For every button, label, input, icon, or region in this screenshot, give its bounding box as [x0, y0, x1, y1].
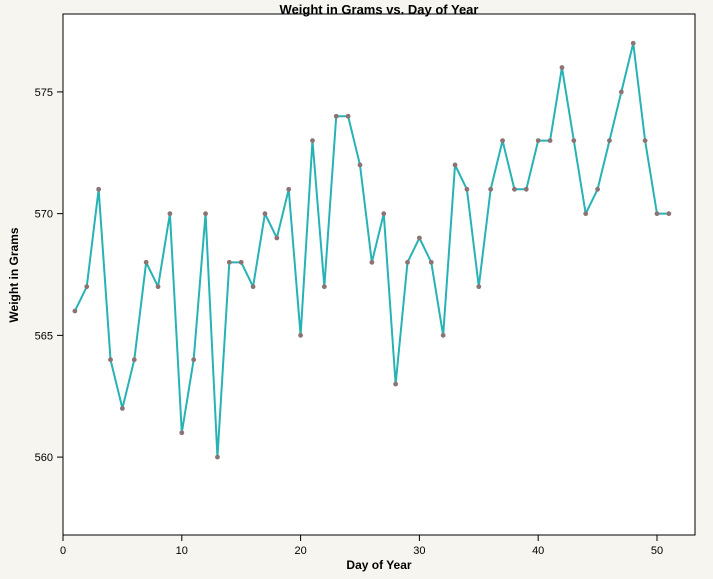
data-point — [488, 186, 494, 192]
data-point — [666, 211, 672, 217]
data-point — [535, 138, 541, 143]
data-point — [155, 284, 161, 290]
x-tick-label: 20 — [294, 545, 306, 557]
data-point — [108, 357, 113, 363]
data-point — [179, 430, 185, 436]
data-point — [416, 235, 422, 241]
data-point — [405, 259, 410, 265]
data-point — [595, 186, 600, 192]
data-point — [642, 138, 648, 143]
data-point — [191, 357, 197, 363]
data-point — [345, 113, 351, 119]
data-point — [654, 211, 660, 217]
data-point — [369, 259, 375, 265]
data-point — [131, 357, 137, 363]
data-point — [238, 259, 244, 265]
data-point — [393, 381, 399, 387]
data-point — [203, 211, 208, 217]
data-point — [226, 259, 232, 265]
data-point — [333, 113, 339, 119]
y-tick-label: 565 — [35, 330, 53, 342]
data-point — [167, 211, 173, 217]
plot-frame — [62, 13, 696, 536]
data-point — [310, 138, 315, 143]
data-point — [547, 138, 553, 143]
data-point — [559, 65, 565, 70]
data-point — [618, 89, 624, 95]
data-point — [523, 186, 529, 192]
x-tick-label: 40 — [532, 545, 544, 557]
y-tick-label: 570 — [35, 209, 53, 221]
data-point — [571, 138, 577, 143]
data-point — [215, 454, 220, 460]
data-point — [428, 259, 434, 265]
data-point — [476, 284, 482, 290]
data-point — [452, 162, 458, 168]
data-point — [607, 138, 612, 143]
y-tick-label: 560 — [35, 452, 53, 464]
data-point — [143, 259, 149, 265]
data-point — [464, 186, 470, 192]
data-point — [583, 211, 589, 217]
x-tick-label: 50 — [651, 545, 663, 557]
data-point — [298, 332, 303, 338]
data-point — [440, 332, 446, 338]
data-point — [381, 211, 387, 217]
x-tick-label: 30 — [413, 545, 425, 557]
data-point — [96, 186, 102, 192]
data-point — [274, 235, 280, 241]
data-point — [84, 284, 90, 290]
data-point — [321, 284, 327, 290]
data-point — [512, 186, 517, 192]
x-axis-label: Day of Year — [346, 558, 412, 572]
data-point — [119, 406, 125, 411]
data-point — [72, 308, 78, 314]
x-tick-label: 10 — [176, 545, 188, 557]
data-point — [286, 186, 292, 192]
x-tick-label: 0 — [60, 545, 66, 557]
data-point — [357, 162, 363, 168]
chart-title: Weight in Grams vs. Day of Year — [279, 2, 479, 17]
data-point — [630, 40, 636, 46]
data-point — [250, 284, 256, 290]
data-point — [262, 211, 268, 217]
y-tick-label: 575 — [35, 87, 53, 99]
y-axis-label: Weight in Grams — [7, 227, 21, 323]
data-point — [500, 138, 505, 143]
